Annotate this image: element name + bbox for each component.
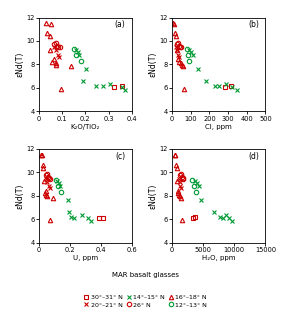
X-axis label: Cl, ppm: Cl, ppm	[205, 124, 232, 130]
Text: (a): (a)	[115, 20, 125, 29]
Y-axis label: εNd(T): εNd(T)	[15, 183, 24, 208]
Y-axis label: εNd(T): εNd(T)	[148, 52, 157, 77]
X-axis label: H₂O, ppm: H₂O, ppm	[202, 255, 235, 261]
Legend: 30°–31° N, 20°–21° N, 14°–15° N, 26° N, 16°–18° N, 12°–13° N: 30°–31° N, 20°–21° N, 14°–15° N, 26° N, …	[82, 294, 209, 309]
Y-axis label: εNd(T): εNd(T)	[148, 183, 157, 208]
Text: (b): (b)	[248, 20, 259, 29]
Text: (c): (c)	[115, 152, 125, 161]
X-axis label: U, ppm: U, ppm	[73, 255, 98, 261]
Y-axis label: εNd(T): εNd(T)	[15, 52, 24, 77]
Text: MAR basalt glasses: MAR basalt glasses	[112, 272, 179, 278]
X-axis label: K₂O/TiO₂: K₂O/TiO₂	[71, 124, 100, 130]
Text: (d): (d)	[248, 152, 259, 161]
